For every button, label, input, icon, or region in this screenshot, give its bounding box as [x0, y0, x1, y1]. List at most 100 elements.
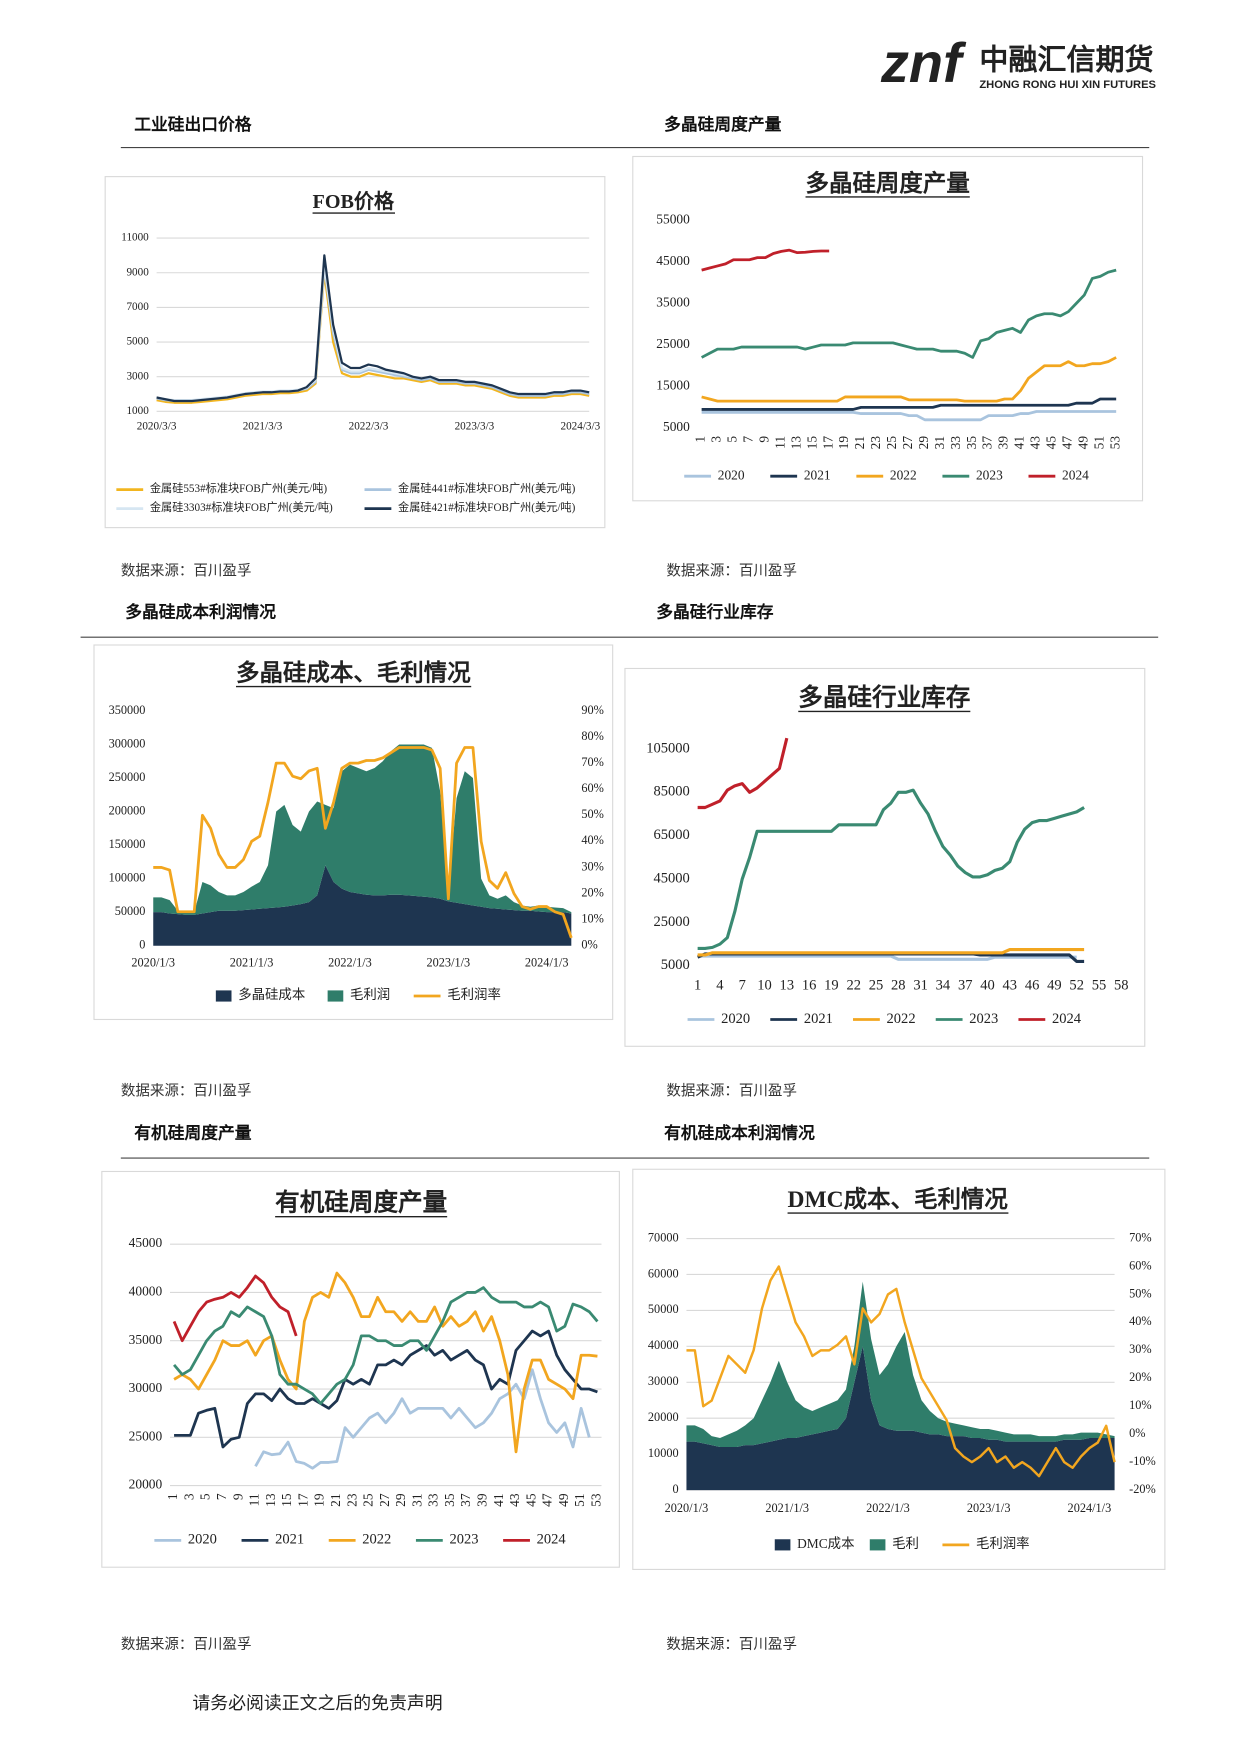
- data-source: 数据来源：百川盈孚: [666, 563, 797, 580]
- x-tick-label: 2021/3/3: [243, 421, 283, 433]
- y-tick-label: 25000: [654, 914, 690, 930]
- chart-frame: [104, 176, 606, 529]
- x-tick-label: 31: [932, 436, 947, 449]
- y2-tick-label: 60%: [581, 781, 604, 795]
- x-tick-label: 31: [913, 977, 928, 993]
- y-tick-label: 1000: [126, 405, 149, 417]
- y2-tick-label: 20%: [1129, 1370, 1152, 1384]
- x-tick-label: 45: [523, 1493, 538, 1507]
- x-tick-label: 43: [1003, 977, 1018, 993]
- x-tick-label: 51: [572, 1493, 587, 1506]
- chart-title: DMC成本、毛利情况: [788, 1186, 1009, 1213]
- y-tick-label: 60000: [648, 1266, 679, 1280]
- legend-label: 2020: [718, 467, 745, 482]
- y-tick-label: 10000: [648, 1446, 679, 1460]
- y-tick-label: 30000: [648, 1374, 679, 1388]
- legend-label: 2023: [449, 1532, 478, 1548]
- x-tick-label: 25: [361, 1493, 376, 1507]
- data-source: 数据来源：百川盈孚: [666, 1082, 797, 1099]
- x-tick-label: 2023/3/3: [455, 421, 495, 433]
- legend-label: 2021: [804, 1011, 833, 1027]
- y-tick-label: 55000: [656, 211, 690, 226]
- x-tick-label: 5: [725, 436, 740, 443]
- x-tick-label: 29: [393, 1493, 408, 1507]
- legend-swatch: [774, 1539, 791, 1551]
- line: [156, 271, 590, 404]
- x-tick-label: 10: [757, 977, 772, 993]
- y-tick-label: 5000: [126, 336, 149, 348]
- section-heading: 有机硅成本利润情况: [664, 1122, 815, 1142]
- y-tick-label: 35000: [656, 294, 690, 309]
- legend-swatch: [215, 990, 232, 1002]
- chart-title: 多晶硅周度产量: [806, 169, 970, 197]
- y2-tick-label: 70%: [581, 755, 604, 769]
- y-tick-label: 40000: [129, 1284, 163, 1299]
- chart-title: 有机硅周度产量: [275, 1188, 447, 1217]
- x-tick-label: 45: [1043, 436, 1058, 450]
- y2-tick-label: 80%: [581, 729, 604, 743]
- company-name-en: ZHONG RONG HUI XIN FUTURES: [979, 79, 1156, 91]
- legend-label: 2022: [362, 1532, 391, 1548]
- legend-label: 2022: [887, 1011, 916, 1027]
- x-tick-label: 16: [802, 977, 817, 993]
- x-tick-label: 52: [1069, 977, 1084, 993]
- x-tick-label: 13: [788, 436, 803, 450]
- y2-tick-label: 10%: [1129, 1398, 1152, 1412]
- x-tick-label: 11: [772, 436, 787, 449]
- x-tick-label: 2021/1/3: [765, 1501, 809, 1515]
- y2-tick-label: 0%: [1129, 1426, 1145, 1440]
- x-tick-label: 2022/1/3: [866, 1501, 910, 1515]
- y2-tick-label: 60%: [1129, 1258, 1152, 1272]
- x-tick-label: 3: [709, 436, 724, 443]
- chart-title: 多晶硅行业库存: [798, 683, 970, 711]
- y2-tick-label: 50%: [1129, 1286, 1152, 1300]
- x-tick-label: 7: [741, 436, 756, 443]
- x-tick-label: 46: [1025, 977, 1040, 993]
- legend-label: 金属硅553#标准块FOB广州(美元/吨): [150, 481, 328, 495]
- legend-label: 毛利润率: [447, 986, 501, 1002]
- x-tick-label: 39: [996, 436, 1011, 450]
- y-tick-label: 15000: [656, 378, 690, 393]
- legend-label: 2024: [1052, 1011, 1082, 1027]
- x-tick-label: 2023/1/3: [967, 1501, 1011, 1515]
- x-tick-label: 27: [377, 1493, 392, 1507]
- line: [254, 1368, 591, 1470]
- legend-label: 2020: [188, 1532, 217, 1548]
- y-tick-label: 3000: [126, 370, 149, 382]
- legend-swatch: [327, 990, 344, 1002]
- y2-tick-label: 30%: [1129, 1342, 1152, 1356]
- legend-label: 多晶硅成本: [238, 986, 305, 1002]
- x-tick-label: 25: [869, 977, 884, 993]
- x-tick-label: 2022/3/3: [349, 421, 389, 433]
- section-heading: 多晶硅行业库存: [656, 602, 774, 622]
- y2-tick-label: 70%: [1129, 1230, 1152, 1244]
- x-tick-label: 2020/3/3: [137, 421, 177, 433]
- x-tick-label: 29: [916, 436, 931, 450]
- x-tick-label: 19: [312, 1493, 327, 1507]
- line: [156, 254, 590, 403]
- line: [701, 397, 1117, 411]
- y-tick-label: 0: [139, 938, 145, 952]
- data-source: 数据来源：百川盈孚: [666, 1636, 797, 1653]
- section-heading: 多晶硅周度产量: [664, 114, 782, 134]
- x-tick-label: 21: [852, 436, 867, 449]
- y-tick-label: 35000: [129, 1332, 163, 1347]
- y2-tick-label: 40%: [581, 833, 604, 847]
- x-tick-label: 23: [344, 1493, 359, 1507]
- y2-tick-label: -10%: [1129, 1454, 1156, 1468]
- section-heading: 有机硅周度产量: [134, 1122, 252, 1142]
- x-tick-label: 35: [442, 1493, 457, 1507]
- x-tick-label: 28: [891, 977, 906, 993]
- legend-label: 2024: [1062, 467, 1089, 482]
- x-tick-label: 2023/1/3: [427, 955, 471, 969]
- x-tick-label: 27: [900, 436, 915, 450]
- line: [697, 954, 1077, 961]
- x-tick-label: 4: [716, 977, 724, 993]
- line: [701, 248, 830, 272]
- y-tick-label: 250000: [109, 770, 146, 784]
- area: [153, 865, 572, 946]
- x-tick-label: 49: [556, 1493, 571, 1507]
- x-tick-label: 53: [589, 1493, 604, 1507]
